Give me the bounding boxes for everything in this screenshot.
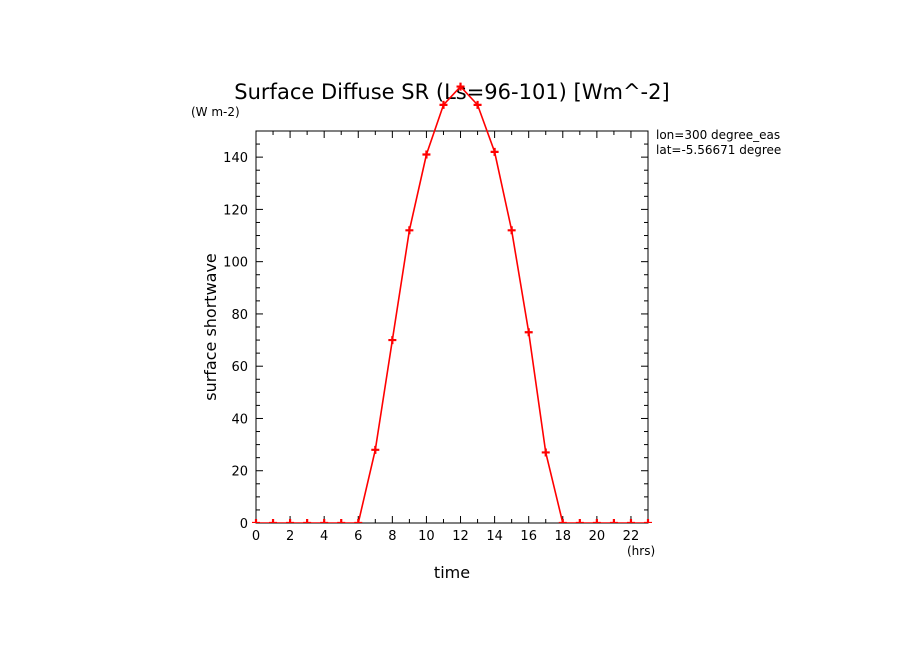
x-tick-label: 10 <box>418 529 435 544</box>
plot-frame <box>255 130 649 524</box>
x-tick-label: 2 <box>286 529 294 544</box>
y-tick-label: 80 <box>231 308 248 323</box>
x-tick-label: 0 <box>252 529 260 544</box>
x-tick-label: 20 <box>589 529 606 544</box>
chart-title: Surface Diffuse SR (Ls=96-101) [Wm^-2] <box>234 80 669 104</box>
data-point <box>405 226 414 235</box>
data-point <box>320 519 329 523</box>
x-axis-label: time <box>434 563 470 582</box>
y-tick-label: 0 <box>240 517 248 532</box>
data-point <box>456 82 465 91</box>
data-point <box>354 519 363 523</box>
x-tick-label: 14 <box>486 529 503 544</box>
data-point <box>252 519 260 523</box>
data-point <box>575 519 584 523</box>
series-line <box>256 85 648 523</box>
x-units-label: (hrs) <box>627 544 655 558</box>
data-point <box>388 336 397 345</box>
x-tick-label: 12 <box>452 529 469 544</box>
data-point <box>473 100 482 109</box>
data-point <box>524 328 533 337</box>
x-tick-label: 22 <box>623 529 640 544</box>
data-point <box>626 519 635 523</box>
data-point <box>644 519 652 523</box>
data-point <box>371 445 380 454</box>
data-point <box>269 519 278 523</box>
y-axis-label: surface shortwave <box>201 253 220 401</box>
data-point <box>609 519 618 523</box>
data-point <box>490 147 499 156</box>
data-point <box>439 100 448 109</box>
y-tick-label: 60 <box>231 360 248 375</box>
data-point <box>507 226 516 235</box>
data-point <box>592 519 601 523</box>
data-point <box>541 448 550 457</box>
annotation-lat: lat=-5.56671 degree <box>656 143 781 157</box>
annotation-lon: lon=300 degree_eas <box>656 128 780 142</box>
data-point <box>337 519 346 523</box>
y-tick-label: 120 <box>223 203 248 218</box>
data-point <box>286 519 295 523</box>
y-tick-label: 20 <box>231 465 248 480</box>
y-units-label: (W m-2) <box>191 105 240 119</box>
x-tick-label: 8 <box>388 529 396 544</box>
x-tick-label: 4 <box>320 529 328 544</box>
x-tick-label: 16 <box>520 529 537 544</box>
x-tick-label: 18 <box>555 529 572 544</box>
y-tick-label: 40 <box>231 412 248 427</box>
data-point <box>303 519 312 523</box>
data-point <box>558 519 567 523</box>
y-tick-label: 100 <box>223 256 248 271</box>
x-tick-label: 6 <box>354 529 362 544</box>
data-point <box>422 150 431 159</box>
y-tick-label: 140 <box>223 151 248 166</box>
